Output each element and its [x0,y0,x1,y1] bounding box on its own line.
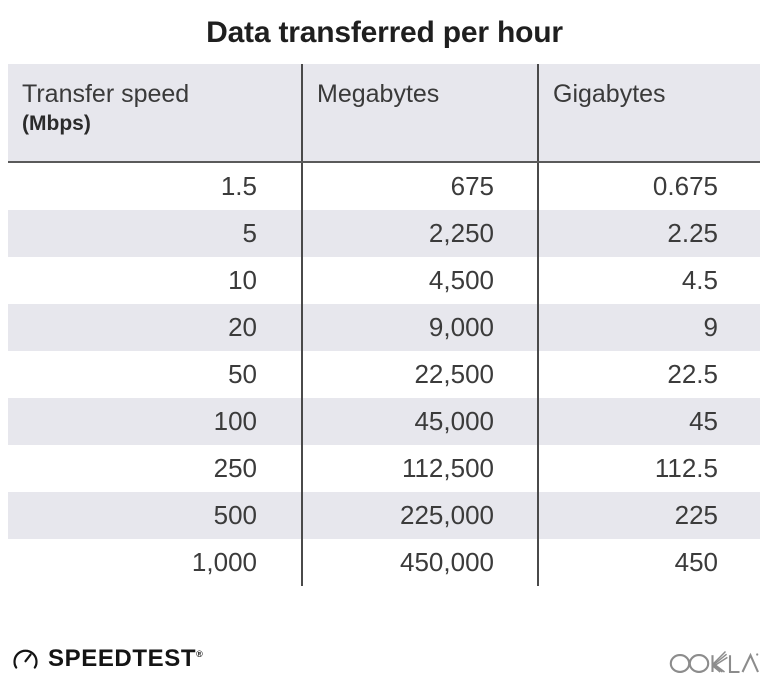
cell-gigabytes-value: 4.5 [537,257,760,304]
cell-transfer-speed: 10 [8,257,301,304]
cell-transfer-speed-value: 1,000 [191,547,257,577]
cell-gigabytes-value: 22.5 [537,351,760,398]
cell-transfer-speed: 100 [8,398,301,445]
cell-gigabytes: 9 [537,304,760,351]
table-row: 50 22,500 22.5 [8,351,760,398]
cell-transfer-speed: 1,000 [8,539,301,586]
cell-gigabytes: 450 [537,539,760,586]
footer: SPEEDTEST® [0,645,769,690]
cell-megabytes-value: 9,000 [301,304,537,351]
page-title: Data transferred per hour [206,16,563,49]
cell-transfer-speed: 250 [8,445,301,492]
cell-transfer-speed-value: 50 [228,359,257,389]
table-row: 1,000 450,000 450 [8,539,760,586]
column-header-transfer-speed: Transfer speed (Mbps) [8,64,301,163]
column-header-transfer-speed-line1: Transfer speed [22,80,190,108]
table-row: 20 9,000 9 [8,304,760,351]
speedtest-wordmark: SPEEDTEST® [48,644,203,672]
ookla-logo [669,647,759,677]
column-header-megabytes-label: Megabytes [317,80,440,108]
cell-megabytes-value: 45,000 [301,398,537,445]
table-header: Transfer speed (Mbps) Megabytes Gigabyte… [8,64,760,163]
cell-gigabytes: 45 [537,398,760,445]
table-row: 1.5 675 0.675 [8,162,760,210]
cell-megabytes: 450,000 [301,539,537,586]
table-row: 10 4,500 4.5 [8,257,760,304]
cell-megabytes: 675 [301,162,537,210]
table-row: 5 2,250 2.25 [8,210,760,257]
cell-megabytes-value: 4,500 [301,257,537,304]
cell-megabytes: 22,500 [301,351,537,398]
cell-megabytes-value: 225,000 [301,492,537,539]
cell-megabytes: 45,000 [301,398,537,445]
cell-gigabytes: 112.5 [537,445,760,492]
column-header-gigabytes: Gigabytes [537,64,760,163]
cell-megabytes-value: 22,500 [301,351,537,398]
cell-gigabytes-value: 9 [537,304,760,351]
cell-gigabytes-value: 0.675 [537,163,760,210]
speedometer-gauge-icon [12,645,39,672]
cell-gigabytes: 22.5 [537,351,760,398]
cell-transfer-speed: 50 [8,351,301,398]
cell-transfer-speed: 1.5 [8,162,301,210]
cell-gigabytes-value: 112.5 [537,445,760,492]
cell-megabytes: 225,000 [301,492,537,539]
data-table: Transfer speed (Mbps) Megabytes Gigabyte… [8,64,760,586]
cell-gigabytes: 2.25 [537,210,760,257]
cell-transfer-speed-value: 250 [213,453,257,483]
cell-gigabytes-value: 2.25 [537,210,760,257]
cell-gigabytes-value: 225 [537,492,760,539]
speedtest-trademark: ® [196,648,203,659]
cell-transfer-speed: 20 [8,304,301,351]
cell-transfer-speed-value: 1.5 [220,171,257,201]
data-table-container: Transfer speed (Mbps) Megabytes Gigabyte… [8,64,760,586]
cell-megabytes: 112,500 [301,445,537,492]
table-row: 250 112,500 112.5 [8,445,760,492]
cell-megabytes-value: 2,250 [301,210,537,257]
cell-megabytes: 9,000 [301,304,537,351]
cell-megabytes: 4,500 [301,257,537,304]
cell-gigabytes: 4.5 [537,257,760,304]
speedtest-wordmark-text: SPEEDTEST [48,644,197,672]
table-row: 100 45,000 45 [8,398,760,445]
cell-gigabytes-value: 450 [537,539,760,586]
cell-transfer-speed-value: 10 [228,265,257,295]
cell-gigabytes: 225 [537,492,760,539]
cell-megabytes: 2,250 [301,210,537,257]
table-body: 1.5 675 0.675 5 2,250 2.25 10 4,500 4.5 … [8,162,760,586]
cell-transfer-speed: 500 [8,492,301,539]
table-row: 500 225,000 225 [8,492,760,539]
speedtest-logo: SPEEDTEST® [12,645,203,672]
cell-transfer-speed-value: 100 [213,406,257,436]
cell-megabytes-value: 112,500 [301,445,537,492]
table-header-row: Transfer speed (Mbps) Megabytes Gigabyte… [8,64,760,163]
cell-transfer-speed-value: 5 [242,218,257,248]
cell-transfer-speed-value: 20 [228,312,257,342]
cell-megabytes-value: 450,000 [301,539,537,586]
column-header-transfer-speed-units: (Mbps) [22,112,91,135]
cell-transfer-speed: 5 [8,210,301,257]
cell-megabytes-value: 675 [301,163,537,210]
cell-gigabytes-value: 45 [537,398,760,445]
cell-transfer-speed-value: 500 [213,500,257,530]
column-header-megabytes: Megabytes [301,64,537,163]
cell-gigabytes: 0.675 [537,162,760,210]
column-header-gigabytes-label: Gigabytes [553,80,666,108]
